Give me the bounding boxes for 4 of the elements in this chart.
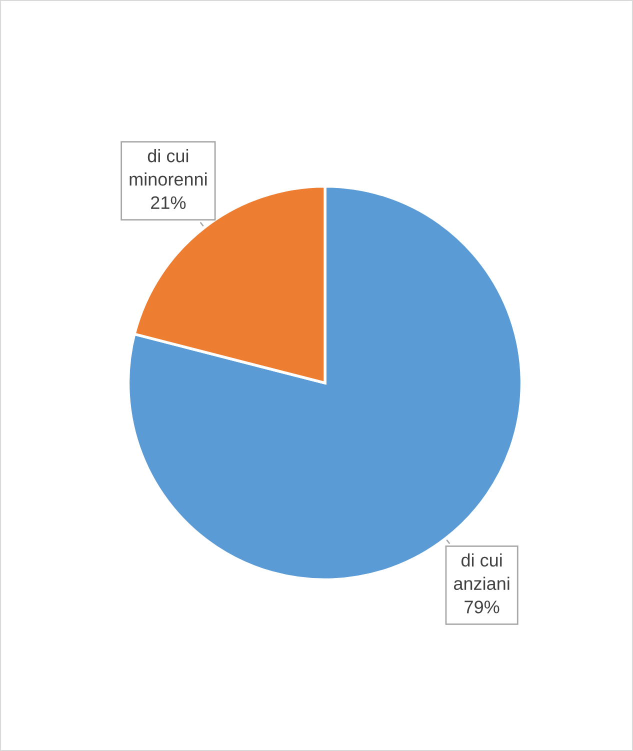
slice-label: di cui minorenni	[130, 149, 207, 186]
slice-label: di cui anziani	[454, 553, 510, 590]
data-label: 79%	[464, 600, 500, 614]
data-label: 21%	[151, 196, 186, 209]
